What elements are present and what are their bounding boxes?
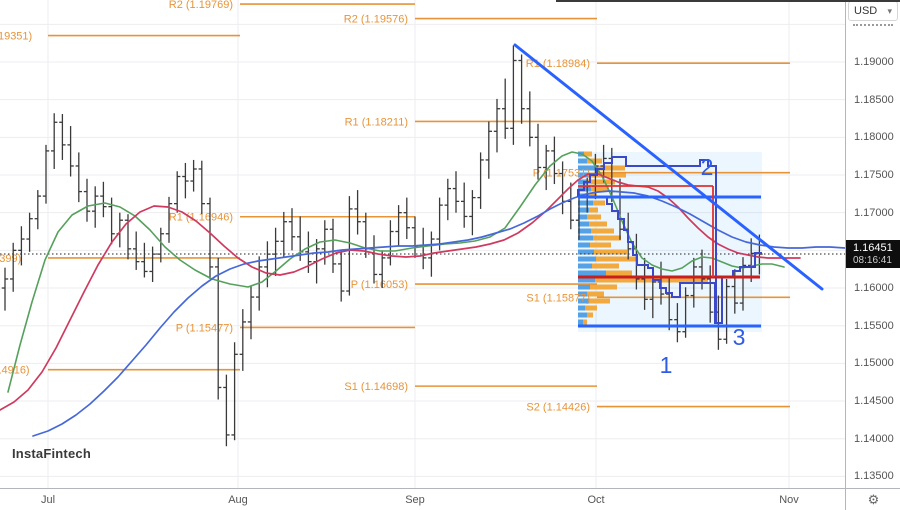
volume-profile-sell-bar <box>590 172 626 178</box>
volume-profile-buy-bar <box>578 158 587 164</box>
volume-profile-buy-bar <box>578 312 587 318</box>
pivot-label: P (1.16053) <box>351 279 408 291</box>
fast-ma <box>7 151 785 393</box>
chart-plot-area[interactable]: R2 (1.19769) R2 (1.19576) R1 (1.18984) R1 (… <box>0 0 845 488</box>
pivot-label: S2 (1.14426) <box>526 402 590 414</box>
pivot-label: R2 (1.19576) <box>344 14 408 26</box>
pivot-label: P (1.16399) <box>0 253 21 265</box>
wave-count-label[interactable]: 3 <box>733 324 746 350</box>
volume-profile-sell-bar <box>589 207 598 213</box>
volume-profile-buy-bar <box>578 256 596 262</box>
volume-profile-buy-bar <box>578 270 606 276</box>
volume-profile-sell-bar <box>591 186 609 192</box>
axis-corner: ⚙ <box>845 488 900 510</box>
volume-profile-sell-bar <box>594 249 627 255</box>
pivot-label: R1 (1.18211) <box>345 116 408 128</box>
price-tick-label: 1.16000 <box>854 282 894 295</box>
volume-profile-sell-bar <box>584 151 592 157</box>
price-chart-canvas[interactable]: R2 (1.19769)R2 (1.19576)R1 (1.18984)R1 (… <box>0 0 845 488</box>
pivot-label: R2 (1.19351) <box>0 31 32 43</box>
volume-profile-buy-bar <box>578 249 594 255</box>
volume-profile-buy-bar <box>578 305 585 311</box>
current-price-time: 08:16:41 <box>853 254 892 266</box>
wave-count-label[interactable]: 2 <box>701 154 714 180</box>
time-axis[interactable]: Jul Aug Sep Oct Nov <box>0 488 845 510</box>
month-tick-label: Jul <box>40 494 56 506</box>
volume-profile-sell-bar <box>591 228 614 234</box>
currency-label: USD <box>854 5 878 17</box>
volume-profile-sell-bar <box>590 284 617 290</box>
currency-selector[interactable]: USD ▾ <box>848 1 898 21</box>
price-tick-label: 1.13500 <box>854 470 894 483</box>
pivot-label: S1 (1.15877) <box>526 292 590 304</box>
descending-trendline[interactable] <box>513 43 824 291</box>
volume-profile-buy-bar <box>578 263 592 269</box>
price-axis[interactable]: USD ▾ 1.16451 08:16:41 1.19000 1.18500 1.1… <box>845 0 900 488</box>
pivot-label: P (1.15477) <box>176 322 233 334</box>
horizontal-ray-line[interactable] <box>556 0 900 2</box>
volume-profile-buy-bar <box>578 165 598 171</box>
pivot-label: S1 (1.14698) <box>344 381 408 393</box>
price-tick-label: 1.18000 <box>854 131 894 144</box>
price-tick-label: 1.19000 <box>854 56 894 68</box>
month-tick-label: Sep <box>405 494 425 506</box>
month-tick-label: Nov <box>779 494 799 506</box>
current-price-value: 1.16451 <box>853 241 893 254</box>
volume-profile-buy-bar <box>578 172 590 178</box>
price-tick-label: 1.15000 <box>854 357 894 370</box>
month-tick-label: Oct <box>587 494 605 506</box>
volume-profile-sell-bar <box>587 291 604 297</box>
axis-divider-dashes <box>853 24 893 26</box>
price-tick-label: 1.14500 <box>854 395 894 408</box>
volume-profile-sell-bar <box>583 319 587 325</box>
volume-profile-sell-bar <box>592 263 619 269</box>
volume-profile-sell-bar <box>585 305 597 311</box>
volume-profile-buy-bar <box>578 291 587 297</box>
volume-profile-sell-bar <box>596 256 637 262</box>
volume-profile-buy-bar <box>578 214 587 220</box>
volume-profile-buy-bar <box>578 207 589 213</box>
volume-profile-sell-bar <box>589 298 610 304</box>
volume-profile-buy-bar <box>578 228 591 234</box>
volume-profile-sell-bar <box>587 158 602 164</box>
price-tick-label: 1.18500 <box>854 93 894 106</box>
price-tick-label: 1.14000 <box>854 432 894 445</box>
price-tick-label: 1.17000 <box>854 206 894 219</box>
price-tick-label: 1.17500 <box>854 169 894 181</box>
volume-profile-sell-bar <box>587 179 615 185</box>
volume-profile-buy-bar <box>578 277 595 283</box>
volume-profile-sell-bar <box>589 221 607 227</box>
volume-profile-sell-bar <box>587 312 593 318</box>
volume-profile-sell-bar <box>587 214 601 220</box>
volume-profile-sell-bar <box>595 277 708 283</box>
chevron-down-icon: ▾ <box>887 5 892 16</box>
wave-count-label[interactable]: 1 <box>660 352 673 378</box>
volume-profile-sell-bar <box>590 242 611 248</box>
volume-profile-buy-bar <box>578 235 593 241</box>
volume-profile-sell-bar <box>606 270 632 276</box>
medium-ma <box>0 173 801 411</box>
volume-profile-buy-bar <box>578 319 583 325</box>
volume-profile-buy-bar <box>578 298 589 304</box>
settings-icon[interactable]: ⚙ <box>867 492 880 507</box>
slow-ma <box>32 190 845 437</box>
current-price-badge: 1.16451 08:16:41 <box>846 240 900 269</box>
volume-profile-buy-bar <box>578 284 590 290</box>
pivot-label: R2 (1.19769) <box>169 0 233 11</box>
volume-profile-buy-bar <box>578 200 593 206</box>
pivot-label: R1 (1.16946) <box>169 212 233 224</box>
month-tick-label: Aug <box>228 494 248 506</box>
volume-profile-sell-bar <box>593 235 621 241</box>
step-line-overlay[interactable] <box>577 156 717 323</box>
watermark: InstaFintech <box>12 446 91 461</box>
volume-profile-buy-bar <box>578 242 590 248</box>
volume-profile-buy-bar <box>578 221 589 227</box>
volume-profile-buy-bar <box>578 179 587 185</box>
price-tick-label: 1.15500 <box>854 319 894 332</box>
volume-profile-sell-bar <box>593 200 605 206</box>
pivot-label: S1 (1.14916) <box>0 365 30 377</box>
